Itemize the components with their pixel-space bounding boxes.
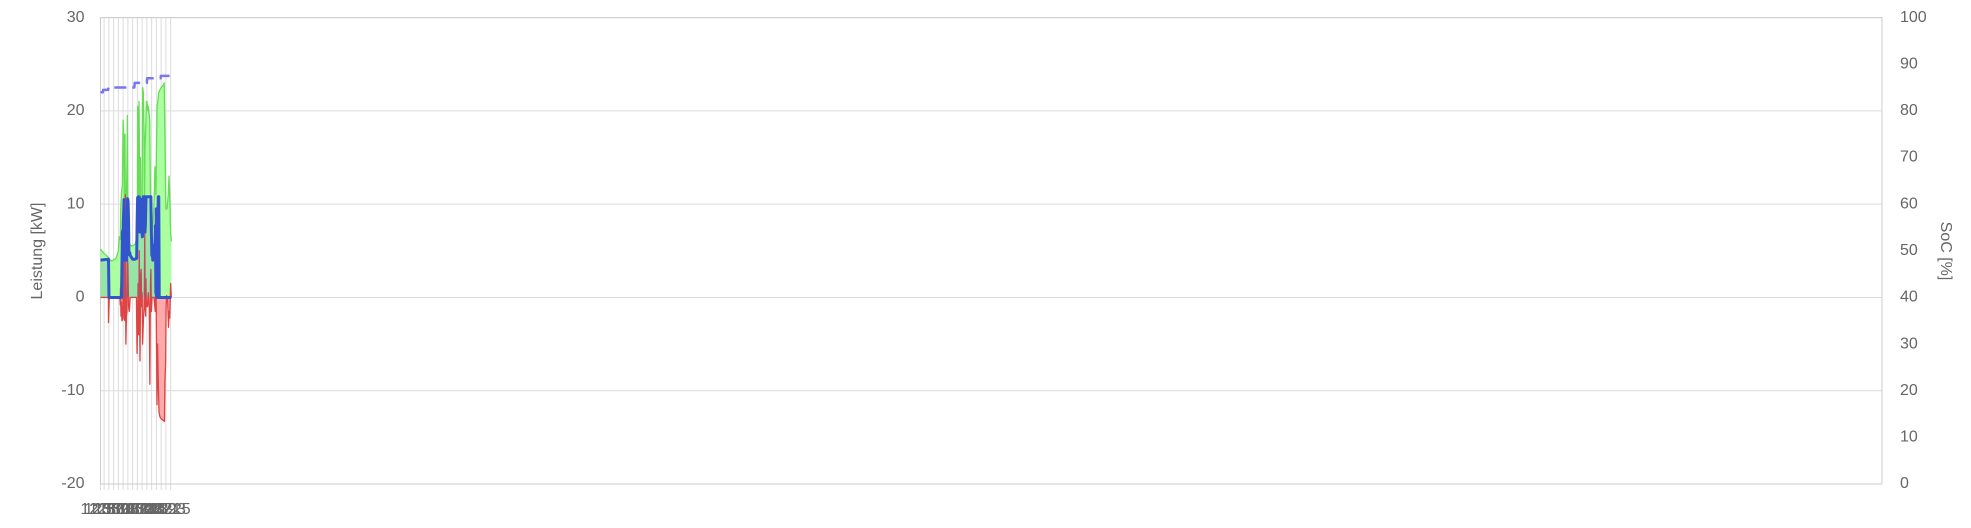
y-tick-label: -10 [61,382,84,399]
x-tick-label: 13:01 [94,501,134,518]
x-tick-label: 13:13 [122,501,162,518]
x-tick-label: 12:57 [84,501,124,518]
series-line [100,195,172,299]
y2-tick-label: 60 [1900,195,1918,212]
y2-tick-label: 40 [1900,289,1918,306]
y2-tick-label: 70 [1900,149,1918,166]
y-tick-label: 30 [67,9,85,26]
y2-tick-label: 100 [1900,9,1927,26]
x-tick-label: 13:21 [141,501,181,518]
x-tick-label: 13:09 [113,501,153,518]
x-tick-label: 13:03 [98,501,138,518]
x-tick-label: 13:25 [151,501,191,518]
area-fill [100,196,172,298]
y2-tick-label: 30 [1900,335,1918,352]
y-tick-label: -20 [61,475,84,492]
y2-axis-title: SoC [%] [1937,222,1954,281]
x-tick-label: 13:11 [118,501,157,518]
x-tick-label: 13:23 [146,501,186,518]
plot-frame [100,17,1883,485]
x-tick-label: 12:59 [89,501,129,518]
y2-tick-label: 20 [1900,382,1918,399]
x-tick-label: 13:05 [103,501,143,518]
x-tick-label: 13:07 [108,501,148,518]
y2-tick-label: 0 [1900,475,1909,492]
x-tick-label: 12:55 [80,501,120,518]
y-axis-title: Leistung [kW] [29,203,46,300]
x-tick-label: 13:19 [136,501,176,518]
series-line [100,74,172,94]
y2-tick-label: 80 [1900,102,1918,119]
y-tick-label: 0 [76,289,85,306]
y-tick-label: 20 [67,102,85,119]
x-tick-label: 13:17 [132,501,172,518]
y2-tick-label: 90 [1900,55,1918,72]
y-tick-label: 10 [67,195,85,212]
y2-tick-label: 50 [1900,242,1918,259]
x-tick-label: 13:15 [127,501,167,518]
y2-tick-label: 10 [1900,429,1918,446]
